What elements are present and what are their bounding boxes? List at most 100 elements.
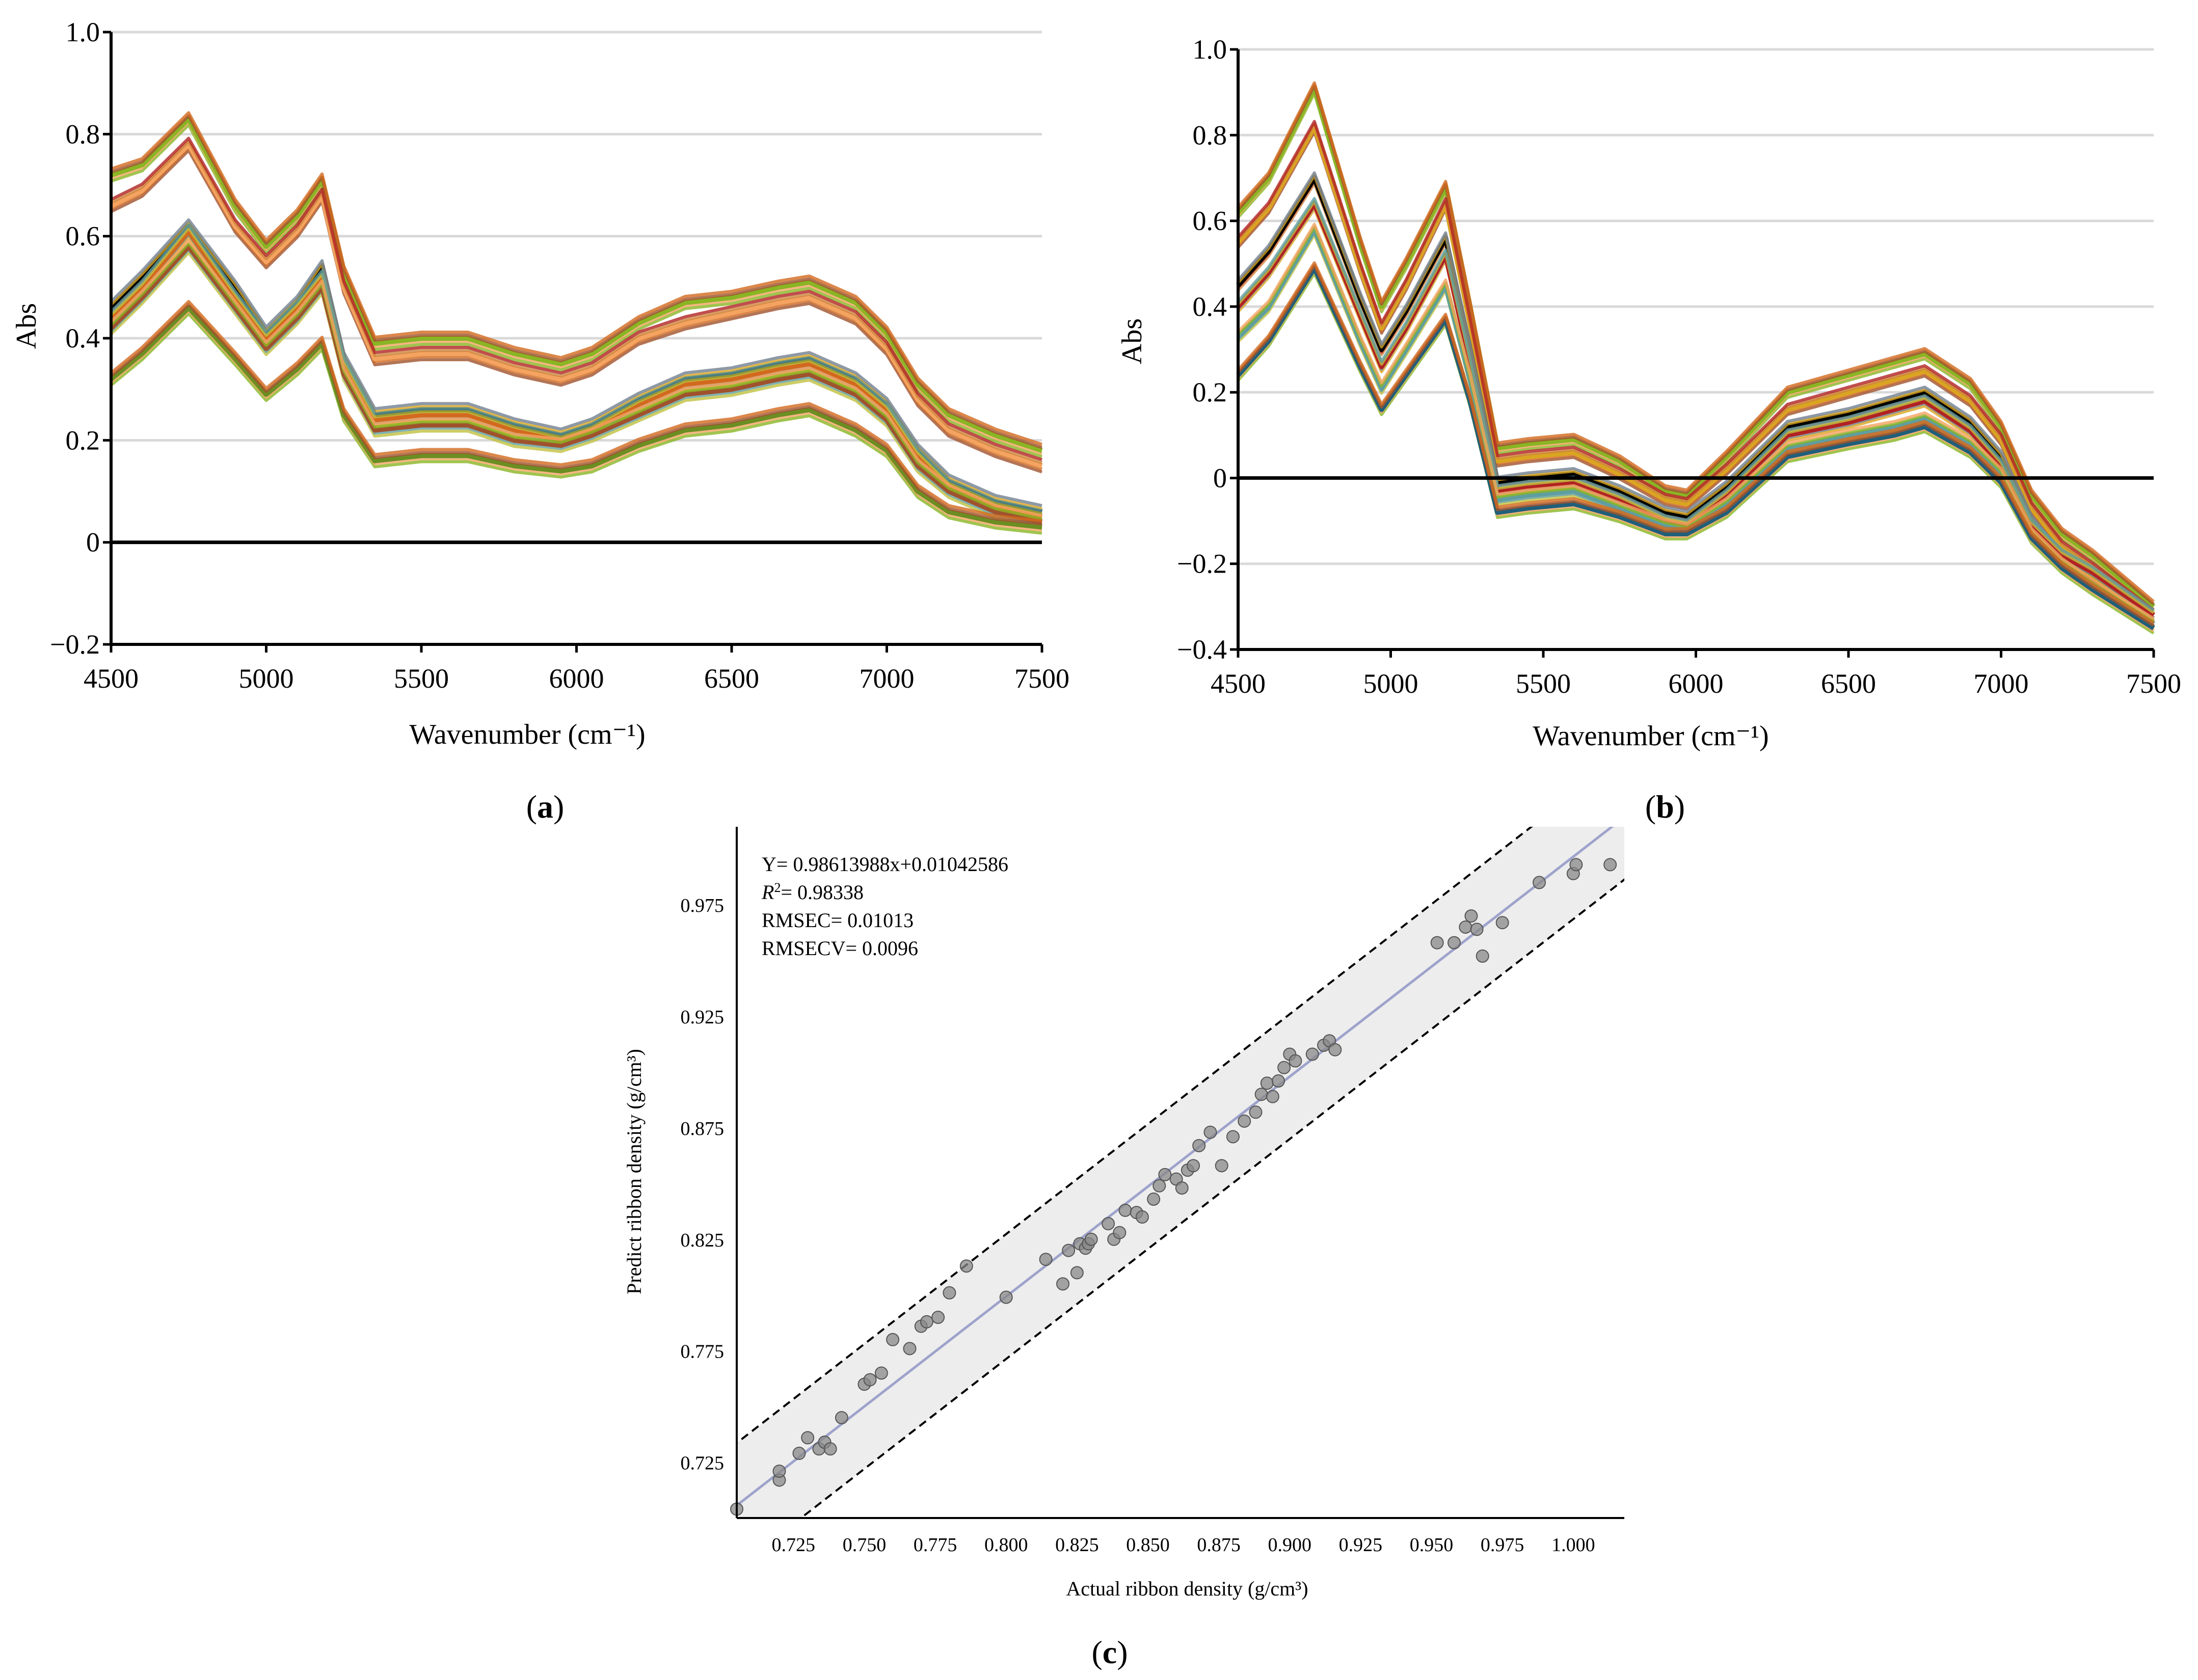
b-spectrum-line (1237, 181, 2155, 631)
panel-c-label: (c) (1091, 1634, 1128, 1670)
data-point (863, 1373, 877, 1387)
a-spectrum-line (110, 218, 1042, 507)
data-point (903, 1342, 917, 1356)
data-point (1175, 1181, 1189, 1195)
panel-c-x-tick-label: 0.875 (1197, 1534, 1241, 1556)
data-point (886, 1333, 900, 1346)
a-spectrum-line (110, 312, 1042, 535)
a-x-tick-label: 5500 (394, 663, 449, 694)
b-spectrum-line (1237, 204, 2155, 619)
panel-a-y-ticks: −0.2 0 0.2 0.4 0.6 0.8 1.0 (50, 17, 111, 660)
a-y-tick-label: 1.0 (66, 17, 100, 47)
data-point (1289, 1054, 1302, 1068)
data-point (835, 1411, 848, 1425)
panel-c-y-tick-label: 0.975 (681, 895, 725, 916)
data-point (920, 1315, 933, 1329)
panel-b-x-ticks: 4500 5000 5500 6000 6500 7000 7500 (1211, 649, 2181, 699)
data-point (943, 1286, 956, 1299)
a-spectrum-line (111, 120, 1042, 455)
a-spectrum-line (111, 111, 1042, 446)
upper-bound-line (737, 827, 1533, 1445)
panel-b-spectra (1236, 81, 2156, 635)
data-point (1039, 1253, 1053, 1266)
a-spectrum-line (110, 300, 1042, 523)
stats-rmsec: RMSEC= 0.01013 (762, 909, 914, 932)
data-point (959, 1259, 973, 1273)
panel-c-axes (736, 827, 1624, 1519)
panel-c-x-tick-label: 0.900 (1268, 1534, 1312, 1556)
panel-c-x-axis-label: Actual ribbon density (g/cm³) (1066, 1577, 1308, 1600)
a-spectrum-line (110, 248, 1042, 527)
stats-equation: Y= 0.98613988x+0.01042586 (762, 853, 1008, 876)
data-point (1430, 936, 1444, 950)
panel-c-x-ticks: 0.725 0.750 0.775 0.800 0.825 0.850 0.875 0.900… (772, 1534, 1595, 1556)
panel-a-x-ticks: 4500 5000 5500 6000 6500 7000 7500 (84, 644, 1069, 694)
a-y-tick-label: 0.6 (66, 221, 100, 252)
b-y-tick-label: 1.0 (1193, 34, 1227, 65)
a-spectrum-line (110, 142, 1043, 469)
panel-a-x-axis-label: Wavenumber (cm⁻¹) (409, 719, 645, 750)
data-point (1102, 1217, 1115, 1231)
a-y-tick-label: 0.2 (66, 425, 100, 455)
stats-r2: R2= 0.98338 (761, 880, 864, 904)
panel-a-letter: a (537, 789, 553, 825)
data-point (1569, 858, 1583, 872)
data-point (1226, 1130, 1240, 1144)
a-spectrum-line (109, 305, 1042, 530)
a-spectrum-line (111, 114, 1042, 449)
data-point (1448, 936, 1461, 950)
lower-bound-line (799, 878, 1624, 1518)
b-y-tick-label: −0.4 (1177, 634, 1227, 665)
b-spectrum-line (1237, 199, 2155, 614)
data-point (792, 1447, 806, 1460)
a-y-tick-label: 0 (86, 527, 100, 558)
panel-c-y-tick-label: 0.775 (681, 1341, 725, 1363)
data-point (1215, 1159, 1228, 1173)
panel-b-letter: b (1656, 789, 1674, 825)
data-point (1084, 1232, 1098, 1246)
data-point (931, 1311, 945, 1324)
panel-c-x-tick-label: 0.850 (1126, 1534, 1170, 1556)
panel-b-y-axis-label: Abs (1116, 318, 1148, 364)
panel-a-spectra (109, 111, 1043, 535)
data-point (1459, 920, 1472, 934)
b-spectrum-line (1237, 171, 2155, 620)
b-y-tick-label: −0.2 (1177, 549, 1227, 579)
data-point (801, 1431, 815, 1445)
data-point (1470, 923, 1484, 936)
panel-c-y-axis-label: Predict ribbon density (g/cm³) (623, 1049, 646, 1294)
data-point (1152, 1179, 1166, 1193)
panel-c-letter: c (1103, 1634, 1117, 1670)
a-x-tick-label: 4500 (84, 663, 139, 694)
a-x-tick-label: 7500 (1014, 663, 1069, 694)
a-x-tick-label: 6500 (704, 663, 759, 694)
panel-a-y-axis-label: Abs (11, 303, 42, 349)
panel-c-x-tick-label: 1.000 (1551, 1534, 1595, 1556)
a-y-tick-label: 0.8 (66, 119, 100, 149)
b-spectrum-line (1237, 269, 2155, 632)
data-point (1277, 1061, 1291, 1074)
panel-c-prediction-band (737, 827, 1624, 1518)
stats-r2-symbol: R (761, 881, 774, 904)
panel-c-x-tick-label: 0.725 (772, 1534, 816, 1556)
data-point (1192, 1139, 1206, 1152)
a-spectrum-line (110, 137, 1042, 462)
panel-b: 4500 5000 5500 6000 6500 7000 7500 −0.4 −0.2 0 0.… (1116, 34, 2181, 825)
stats-r2-superscript: 2 (774, 880, 781, 895)
a-spectrum-line (110, 226, 1042, 516)
a-spectrum-line (110, 116, 1043, 453)
a-y-tick-label: 0.4 (66, 323, 100, 354)
panel-a-label: (a) (526, 789, 565, 825)
panel-c-y-ticks: 0.725 0.775 0.825 0.875 0.925 0.975 (681, 895, 725, 1474)
a-spectrum-line (110, 223, 1042, 512)
data-point (1056, 1277, 1070, 1291)
a-spectrum-line (111, 123, 1042, 458)
data-point (823, 1442, 837, 1456)
panel-c-x-tick-label: 0.775 (914, 1534, 957, 1556)
b-y-tick-label: 0.4 (1193, 291, 1227, 322)
b-y-tick-label: 0 (1213, 463, 1227, 493)
panel-c-x-tick-label: 0.950 (1410, 1534, 1454, 1556)
panel-c-y-tick-label: 0.825 (681, 1230, 725, 1251)
